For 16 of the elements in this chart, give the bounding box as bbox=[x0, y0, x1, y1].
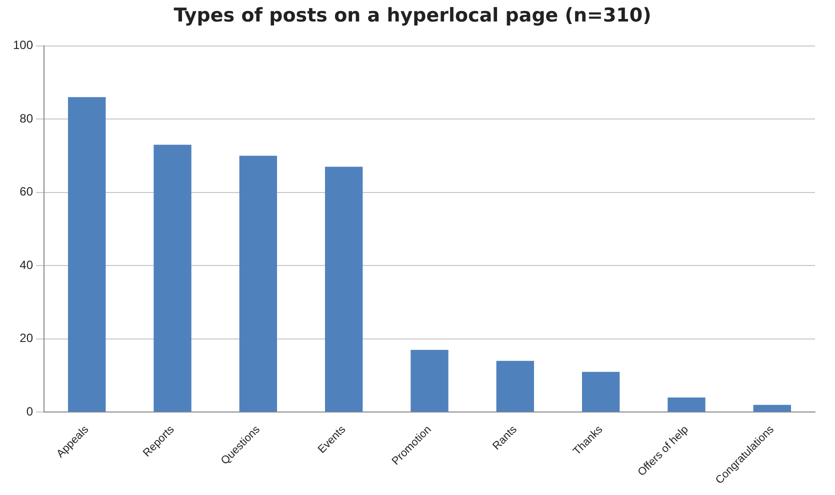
bar bbox=[68, 97, 106, 412]
y-tick-label: 0 bbox=[26, 404, 34, 418]
y-tick-label: 80 bbox=[20, 111, 34, 126]
bar bbox=[325, 166, 363, 412]
y-tick-label: 60 bbox=[20, 184, 34, 199]
bar bbox=[582, 372, 620, 412]
bar bbox=[154, 144, 192, 412]
y-tick-label: 20 bbox=[20, 331, 34, 346]
bar bbox=[496, 360, 534, 412]
bar bbox=[410, 350, 448, 412]
bar bbox=[753, 404, 792, 412]
y-tick-label: 100 bbox=[12, 38, 34, 52]
chart-title: Types of posts on a hyperlocal page (n=310) bbox=[174, 4, 652, 26]
bar bbox=[668, 398, 706, 412]
bar bbox=[239, 156, 278, 412]
y-tick-label: 40 bbox=[20, 258, 34, 272]
